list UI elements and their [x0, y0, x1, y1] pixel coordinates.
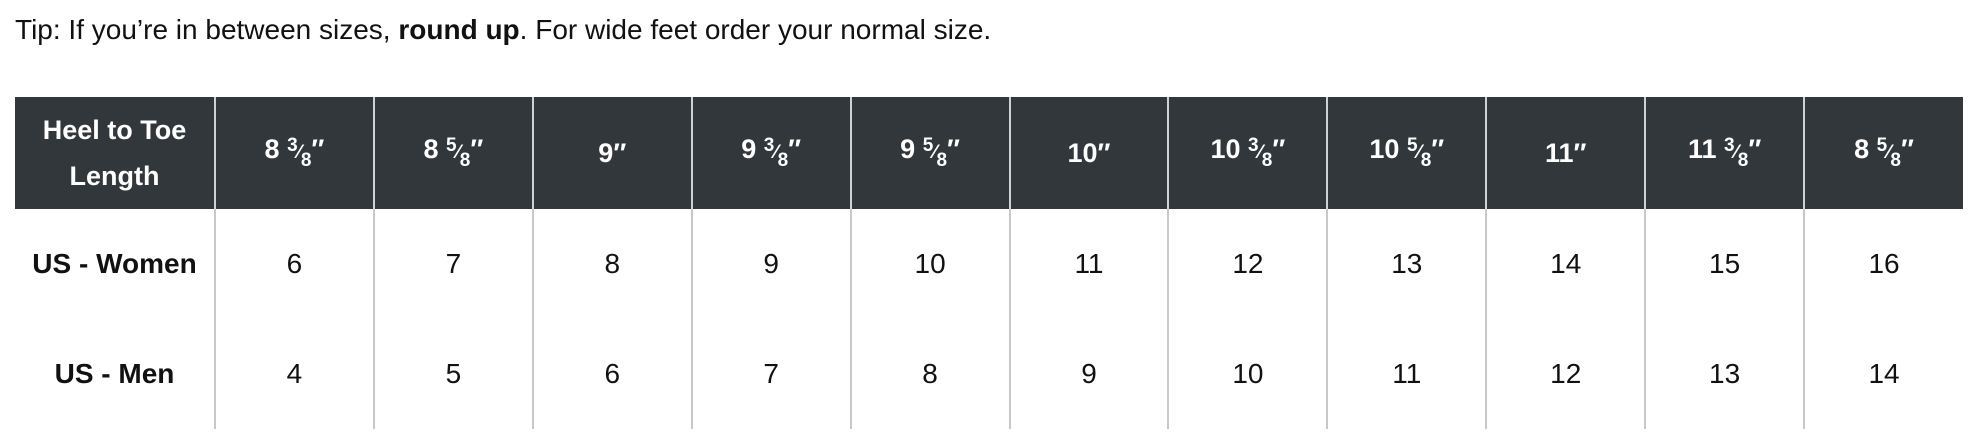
size-cell: 9 — [690, 209, 851, 319]
denominator: 8 — [1890, 149, 1901, 171]
whole: 8 — [1854, 133, 1870, 164]
length-header: 11 3⁄8″ — [1644, 97, 1805, 209]
fraction: 5⁄8 — [1406, 134, 1432, 171]
size-cell: 7 — [690, 319, 851, 429]
size-cell: 14 — [1803, 319, 1963, 429]
size-cell: 12 — [1167, 209, 1328, 319]
tip-text-end: . For wide feet order your normal size. — [519, 14, 992, 45]
fraction: 3⁄8 — [1724, 134, 1749, 171]
length-header: 8 5⁄8″ — [372, 97, 533, 209]
table-row: US - Men 4 5 6 7 8 9 10 11 12 13 14 — [15, 319, 1963, 429]
row-label: US - Men — [54, 358, 175, 389]
size-cell: 7 — [372, 209, 533, 319]
size-cell: 8 — [531, 209, 692, 319]
size-chart-table: Heel to Toe Length 8 3⁄8″ 8 5⁄8″ 9″ 9 3⁄8″ 9… — [15, 97, 1963, 429]
inch-mark: ″ — [788, 133, 802, 164]
size-cell: 4 — [214, 319, 374, 429]
size-cell: 13 — [1326, 209, 1487, 319]
inch-mark: ″ — [947, 133, 960, 164]
inch-mark: ″ — [1431, 133, 1445, 164]
fraction: 5⁄8 — [922, 134, 948, 171]
whole: 10 — [1210, 133, 1241, 164]
size-cell: 14 — [1485, 209, 1646, 319]
tip-text: Tip: If you’re in between sizes, — [15, 14, 399, 45]
inch-mark: ″ — [470, 133, 484, 164]
length-header: 11″ — [1485, 97, 1646, 209]
numerator: 5 — [922, 134, 934, 156]
denominator: 8 — [459, 149, 471, 171]
inch-mark: ″ — [311, 133, 325, 164]
size-cell: 8 — [849, 319, 1010, 429]
numerator: 3 — [1248, 134, 1259, 156]
numerator: 3 — [763, 134, 775, 156]
denominator: 8 — [936, 149, 948, 171]
inch-mark: ″ — [1573, 138, 1587, 168]
corner-header: Heel to Toe Length — [15, 97, 215, 209]
inch-mark: ″ — [1272, 133, 1286, 164]
length-header: 9 3⁄8″ — [690, 97, 851, 209]
denominator: 8 — [777, 149, 789, 171]
fraction: 5⁄8 — [1876, 134, 1901, 171]
size-cell: 11 — [1326, 319, 1487, 429]
whole: 11 — [1687, 133, 1717, 164]
sizing-tip: Tip: If you’re in between sizes, round u… — [15, 14, 991, 46]
denominator: 8 — [1420, 149, 1432, 171]
size-cell: 9 — [1008, 319, 1169, 429]
size-cell: 10 — [849, 209, 1010, 319]
inch-mark: ″ — [613, 138, 627, 168]
inch-mark: ″ — [1748, 133, 1762, 164]
size-cell: 12 — [1485, 319, 1646, 429]
whole: 8 — [423, 133, 439, 164]
table-row: US - Women 6 7 8 9 10 11 12 13 14 15 16 — [15, 209, 1963, 319]
fraction: 3⁄8 — [287, 134, 312, 171]
denominator: 8 — [300, 149, 312, 171]
whole: 9 — [741, 133, 757, 164]
whole: 11 — [1544, 138, 1574, 168]
tip-emphasis: round up — [398, 14, 520, 45]
denominator: 8 — [1261, 149, 1273, 171]
length-header: 8 5⁄8″ — [1803, 97, 1963, 209]
denominator: 8 — [1737, 149, 1749, 171]
fraction: 5⁄8 — [445, 134, 471, 171]
length-header: 10″ — [1008, 97, 1169, 209]
numerator: 3 — [1724, 134, 1735, 156]
inch-mark: ″ — [1901, 133, 1914, 164]
length-header: 10 3⁄8″ — [1167, 97, 1328, 209]
size-cell: 16 — [1803, 209, 1963, 319]
whole: 10 — [1369, 133, 1400, 164]
length-header: 10 5⁄8″ — [1326, 97, 1487, 209]
size-cell: 6 — [531, 319, 692, 429]
size-cell: 11 — [1008, 209, 1169, 319]
length-header: 9 5⁄8″ — [849, 97, 1010, 209]
length-header: 8 3⁄8″ — [214, 97, 374, 209]
size-cell: 13 — [1644, 319, 1805, 429]
numerator: 3 — [287, 134, 298, 156]
fraction: 3⁄8 — [1248, 134, 1273, 171]
whole: 9 — [900, 133, 916, 164]
whole: 10 — [1067, 138, 1098, 168]
length-header: 9″ — [531, 97, 692, 209]
size-cell: 6 — [214, 209, 374, 319]
row-label: US - Women — [32, 248, 197, 279]
size-cell: 15 — [1644, 209, 1805, 319]
fraction: 3⁄8 — [763, 134, 789, 171]
numerator: 5 — [1876, 134, 1888, 156]
whole: 9 — [598, 138, 614, 168]
size-cell: 5 — [372, 319, 533, 429]
numerator: 5 — [445, 134, 457, 156]
whole: 8 — [264, 133, 280, 164]
inch-mark: ″ — [1097, 138, 1111, 168]
size-cell: 10 — [1167, 319, 1328, 429]
numerator: 5 — [1406, 134, 1418, 156]
header-row: Heel to Toe Length 8 3⁄8″ 8 5⁄8″ 9″ 9 3⁄8″ 9… — [15, 97, 1963, 209]
